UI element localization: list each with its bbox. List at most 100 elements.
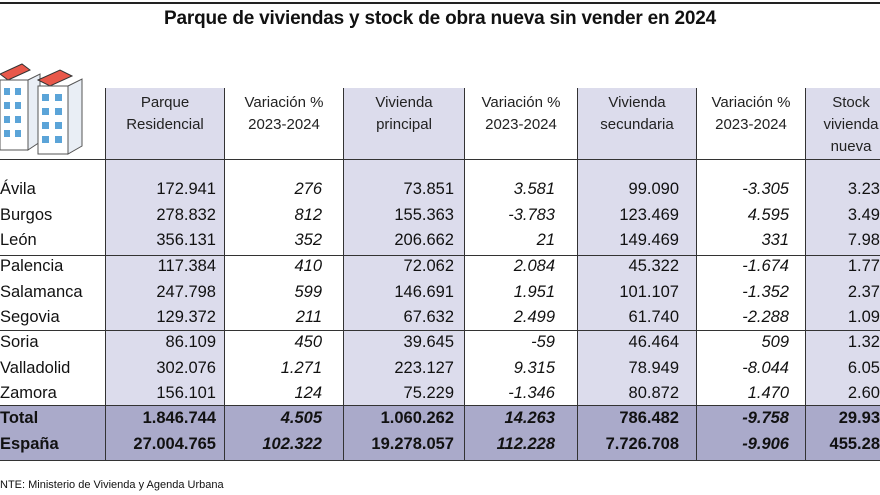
col-divider-6 [696,88,697,460]
cell-var1: 599 [294,283,322,301]
cell-secundaria: 61.740 [628,308,679,326]
cell-var3: -9.758 [742,409,789,427]
cell-name: Soria [0,333,39,351]
col-divider-2 [224,88,225,460]
header-parque: Parque Residencial [126,94,204,133]
col-divider-4 [464,88,465,460]
table-row: Salamanca 247.798 599 146.691 1.951 101.107 -1… [0,280,880,305]
cell-parque: 129.372 [156,308,216,326]
cell-var3: -2.288 [742,308,789,326]
cell-var3: 1.470 [747,384,789,402]
totals-bottom-line [0,460,880,461]
cell-var2: -1.346 [508,384,555,402]
col-divider-5 [577,88,578,460]
cell-var1: 124 [294,384,322,402]
table-row: Ávila 172.941 276 73.851 3.581 99.090 -3.305 3.… [0,177,880,202]
cell-name: Palencia [0,257,64,275]
cell-stock: 6.05 [847,359,880,377]
page-title: Parque de viviendas y stock de obra nuev… [164,8,716,29]
col-divider-3 [343,88,344,460]
header-stock: Stock vivienda nueva [823,94,879,155]
header-secundaria: Vivienda secundaria [600,94,674,133]
cell-parque: 1.846.744 [142,409,216,427]
cell-var1: 450 [294,333,322,351]
cell-var2: 3.581 [513,180,555,198]
cell-var1: 410 [294,257,322,275]
cell-var2: 9.315 [513,359,555,377]
group-line-1 [0,255,880,256]
cell-var2: 112.228 [496,435,555,453]
cell-var1: 4.505 [280,409,322,427]
cell-secundaria: 80.872 [628,384,679,402]
cell-stock: 455.28 [829,435,880,453]
cell-stock: 2.60 [847,384,880,402]
cell-secundaria: 46.464 [628,333,679,351]
column-band-stock [806,88,880,405]
cell-principal: 72.062 [403,257,454,275]
cell-secundaria: 786.482 [619,409,679,427]
header-bottom-line [0,159,880,160]
cell-name: Salamanca [0,283,83,301]
cell-name: España [0,435,59,453]
cell-stock: 3.23 [847,180,880,198]
cell-parque: 172.941 [156,180,216,198]
cell-principal: 39.645 [403,333,454,351]
column-band-principal [344,88,464,405]
cell-secundaria: 7.726.708 [605,435,679,453]
column-band-secundaria [578,88,696,405]
cell-stock: 1.32 [847,333,880,351]
cell-principal: 73.851 [403,180,454,198]
cell-var3: -1.674 [742,257,789,275]
cell-parque: 86.109 [165,333,216,351]
cell-parque: 247.798 [156,283,216,301]
table-row: Zamora 156.101 124 75.229 -1.346 80.872 1.470 2… [0,381,880,406]
cell-var3: 331 [761,231,789,249]
cell-principal: 75.229 [403,384,454,402]
cell-var2: -59 [531,333,555,351]
cell-principal: 206.662 [394,231,454,249]
table-row: Burgos 278.832 812 155.363 -3.783 123.469 4.59… [0,203,880,228]
group-line-2 [0,330,880,331]
table-row: Segovia 129.372 211 67.632 2.499 61.740 -2.288… [0,305,880,330]
cell-var1: 102.322 [262,435,322,453]
cell-stock: 2.37 [847,283,880,301]
cell-var3: -8.044 [742,359,789,377]
cell-secundaria: 123.469 [619,206,679,224]
cell-name: Ávila [0,180,36,198]
cell-var3: -3.305 [742,180,789,198]
cell-var3: -1.352 [742,283,789,301]
cell-secundaria: 78.949 [628,359,679,377]
cell-var2: -3.783 [508,206,555,224]
cell-var2: 2.499 [513,308,555,326]
cell-name: Zamora [0,384,57,402]
cell-var2: 21 [536,231,555,249]
cell-name: Segovia [0,308,60,326]
cell-secundaria: 101.107 [619,283,679,301]
cell-principal: 155.363 [394,206,454,224]
cell-parque: 302.076 [156,359,216,377]
cell-principal: 223.127 [394,359,454,377]
cell-name: Total [0,409,39,427]
top-rule [0,2,880,4]
header-var1: Variación % 2023-2024 [244,94,324,133]
col-divider-7 [805,88,806,460]
cell-var3: 4.595 [747,206,789,224]
cell-parque: 356.131 [156,231,216,249]
cell-parque: 27.004.765 [133,435,216,453]
buildings-icon [0,63,83,155]
cell-name: León [0,231,37,249]
source-note: NTE: Ministerio de Vivienda y Agenda Urb… [0,479,224,491]
cell-var1: 352 [294,231,322,249]
cell-principal: 146.691 [394,283,454,301]
cell-secundaria: 45.322 [628,257,679,275]
cell-principal: 1.060.262 [380,409,454,427]
table-row: León 356.131 352 206.662 21 149.469 331 7.98 [0,228,880,253]
cell-var2: 1.951 [513,283,555,301]
table-row: Soria 86.109 450 39.645 -59 46.464 509 1.32 [0,330,880,355]
cell-var2: 2.084 [513,257,555,275]
cell-var1: 276 [294,180,322,198]
total-row: Total 1.846.744 4.505 1.060.262 14.263 786.48… [0,406,880,431]
cell-parque: 278.832 [156,206,216,224]
col-divider-1 [105,88,106,460]
cell-stock: 7.98 [847,231,880,249]
